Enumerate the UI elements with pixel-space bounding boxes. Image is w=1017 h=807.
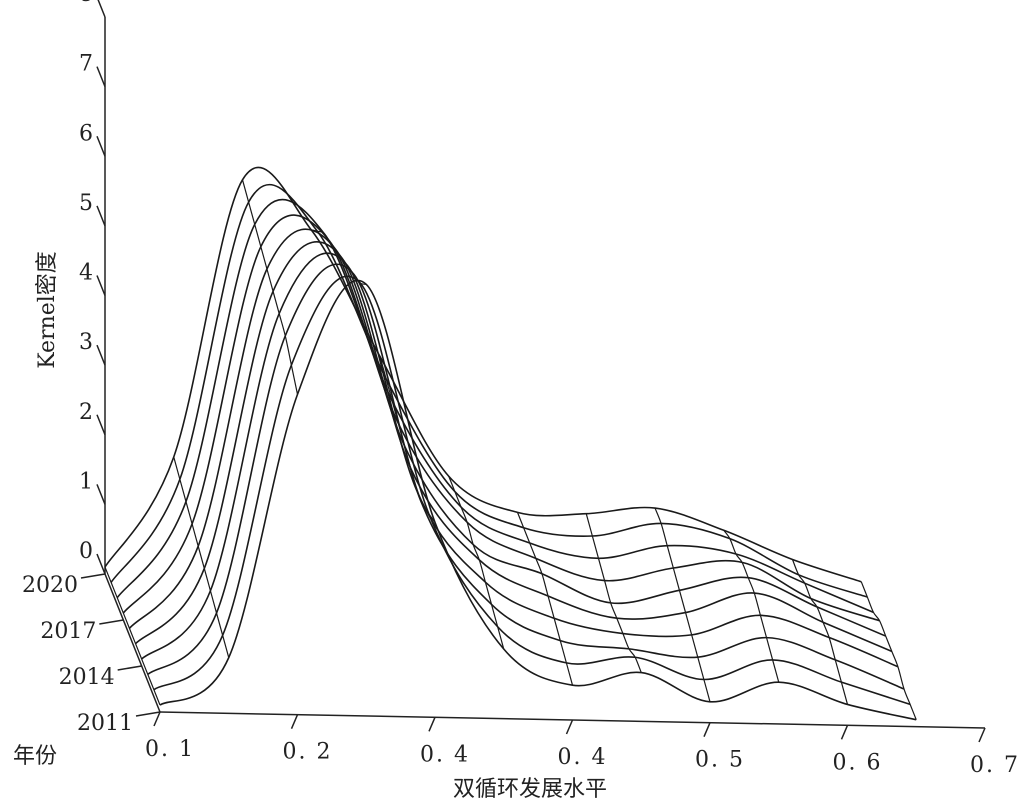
z-tick — [96, 135, 106, 157]
x-tick-label: 0. 6 — [833, 750, 883, 775]
density-curve — [134, 240, 893, 653]
x-tick-label: 0. 2 — [283, 740, 333, 765]
z-tick-label: 5 — [79, 191, 93, 216]
year-axis — [104, 573, 161, 713]
year-tick-label: 2020 — [22, 573, 78, 598]
x-axis-title: 双循环发展水平 — [453, 777, 607, 802]
z-tick — [97, 0, 106, 18]
x-tick — [153, 711, 161, 727]
x-tick-label: 0. 1 — [145, 737, 195, 762]
z-tick-label: 0 — [79, 539, 93, 564]
density-curve — [147, 263, 905, 690]
z-tick-label: 7 — [79, 52, 93, 77]
year-tick-label: 2011 — [77, 711, 133, 736]
year-axis-title: 年份 — [13, 744, 57, 769]
cross-line — [791, 559, 849, 705]
year-tick-label: 2017 — [40, 619, 96, 644]
year-tick-label: 2014 — [59, 665, 115, 690]
x-tick-label: 0. 5 — [695, 748, 745, 773]
density-curve — [110, 183, 868, 598]
z-tick — [96, 484, 106, 505]
x-tick-label: 0. 4 — [558, 745, 608, 770]
z-tick-label: 2 — [79, 400, 93, 425]
z-tick-label: 4 — [79, 261, 93, 286]
density-curve — [153, 275, 911, 706]
z-tick — [96, 66, 106, 87]
x-tick — [428, 717, 436, 732]
cross-line — [654, 507, 711, 702]
x-tick — [703, 722, 711, 737]
cross-line — [723, 529, 780, 683]
z-axis-title: Kernel密度 — [35, 251, 60, 369]
z-tick — [96, 275, 106, 296]
density-curve — [116, 198, 874, 614]
year-tick — [135, 711, 161, 717]
density-curve — [159, 279, 917, 721]
x-tick — [565, 719, 574, 735]
density-curve — [104, 166, 862, 583]
z-tick — [96, 553, 106, 575]
density-curve — [122, 214, 880, 622]
z-tick-label: 1 — [79, 469, 93, 494]
cross-line — [448, 476, 505, 650]
z-tick-label: 3 — [79, 330, 93, 355]
cross-line — [104, 566, 161, 706]
z-tick — [96, 205, 106, 227]
z-tick-label: 8 — [79, 0, 93, 7]
z-tick — [96, 344, 106, 366]
x-tick — [290, 714, 299, 729]
z-tick — [96, 414, 106, 436]
cross-line — [860, 581, 917, 720]
cross-line — [585, 513, 642, 673]
cross-line — [173, 456, 230, 658]
cross-line — [516, 512, 574, 686]
x-tick-label: 0. 7 — [970, 753, 1017, 778]
density-curve — [128, 228, 887, 637]
year-tick — [117, 665, 142, 671]
x-tick — [840, 725, 849, 740]
z-tick-label: 6 — [79, 121, 93, 146]
year-tick — [80, 573, 106, 579]
x-tick — [978, 727, 986, 743]
year-tick — [99, 619, 124, 625]
x-tick-label: 0. 4 — [420, 742, 470, 767]
density-curve — [141, 252, 899, 668]
cross-line — [241, 179, 299, 395]
